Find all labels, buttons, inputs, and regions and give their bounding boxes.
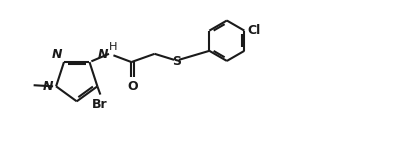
Text: S: S [172,55,181,68]
Text: Cl: Cl [247,24,260,37]
Text: H: H [109,42,118,52]
Text: O: O [127,80,138,93]
Text: N: N [43,80,53,93]
Text: N: N [52,48,62,61]
Text: N: N [98,48,108,61]
Text: Br: Br [92,98,107,111]
